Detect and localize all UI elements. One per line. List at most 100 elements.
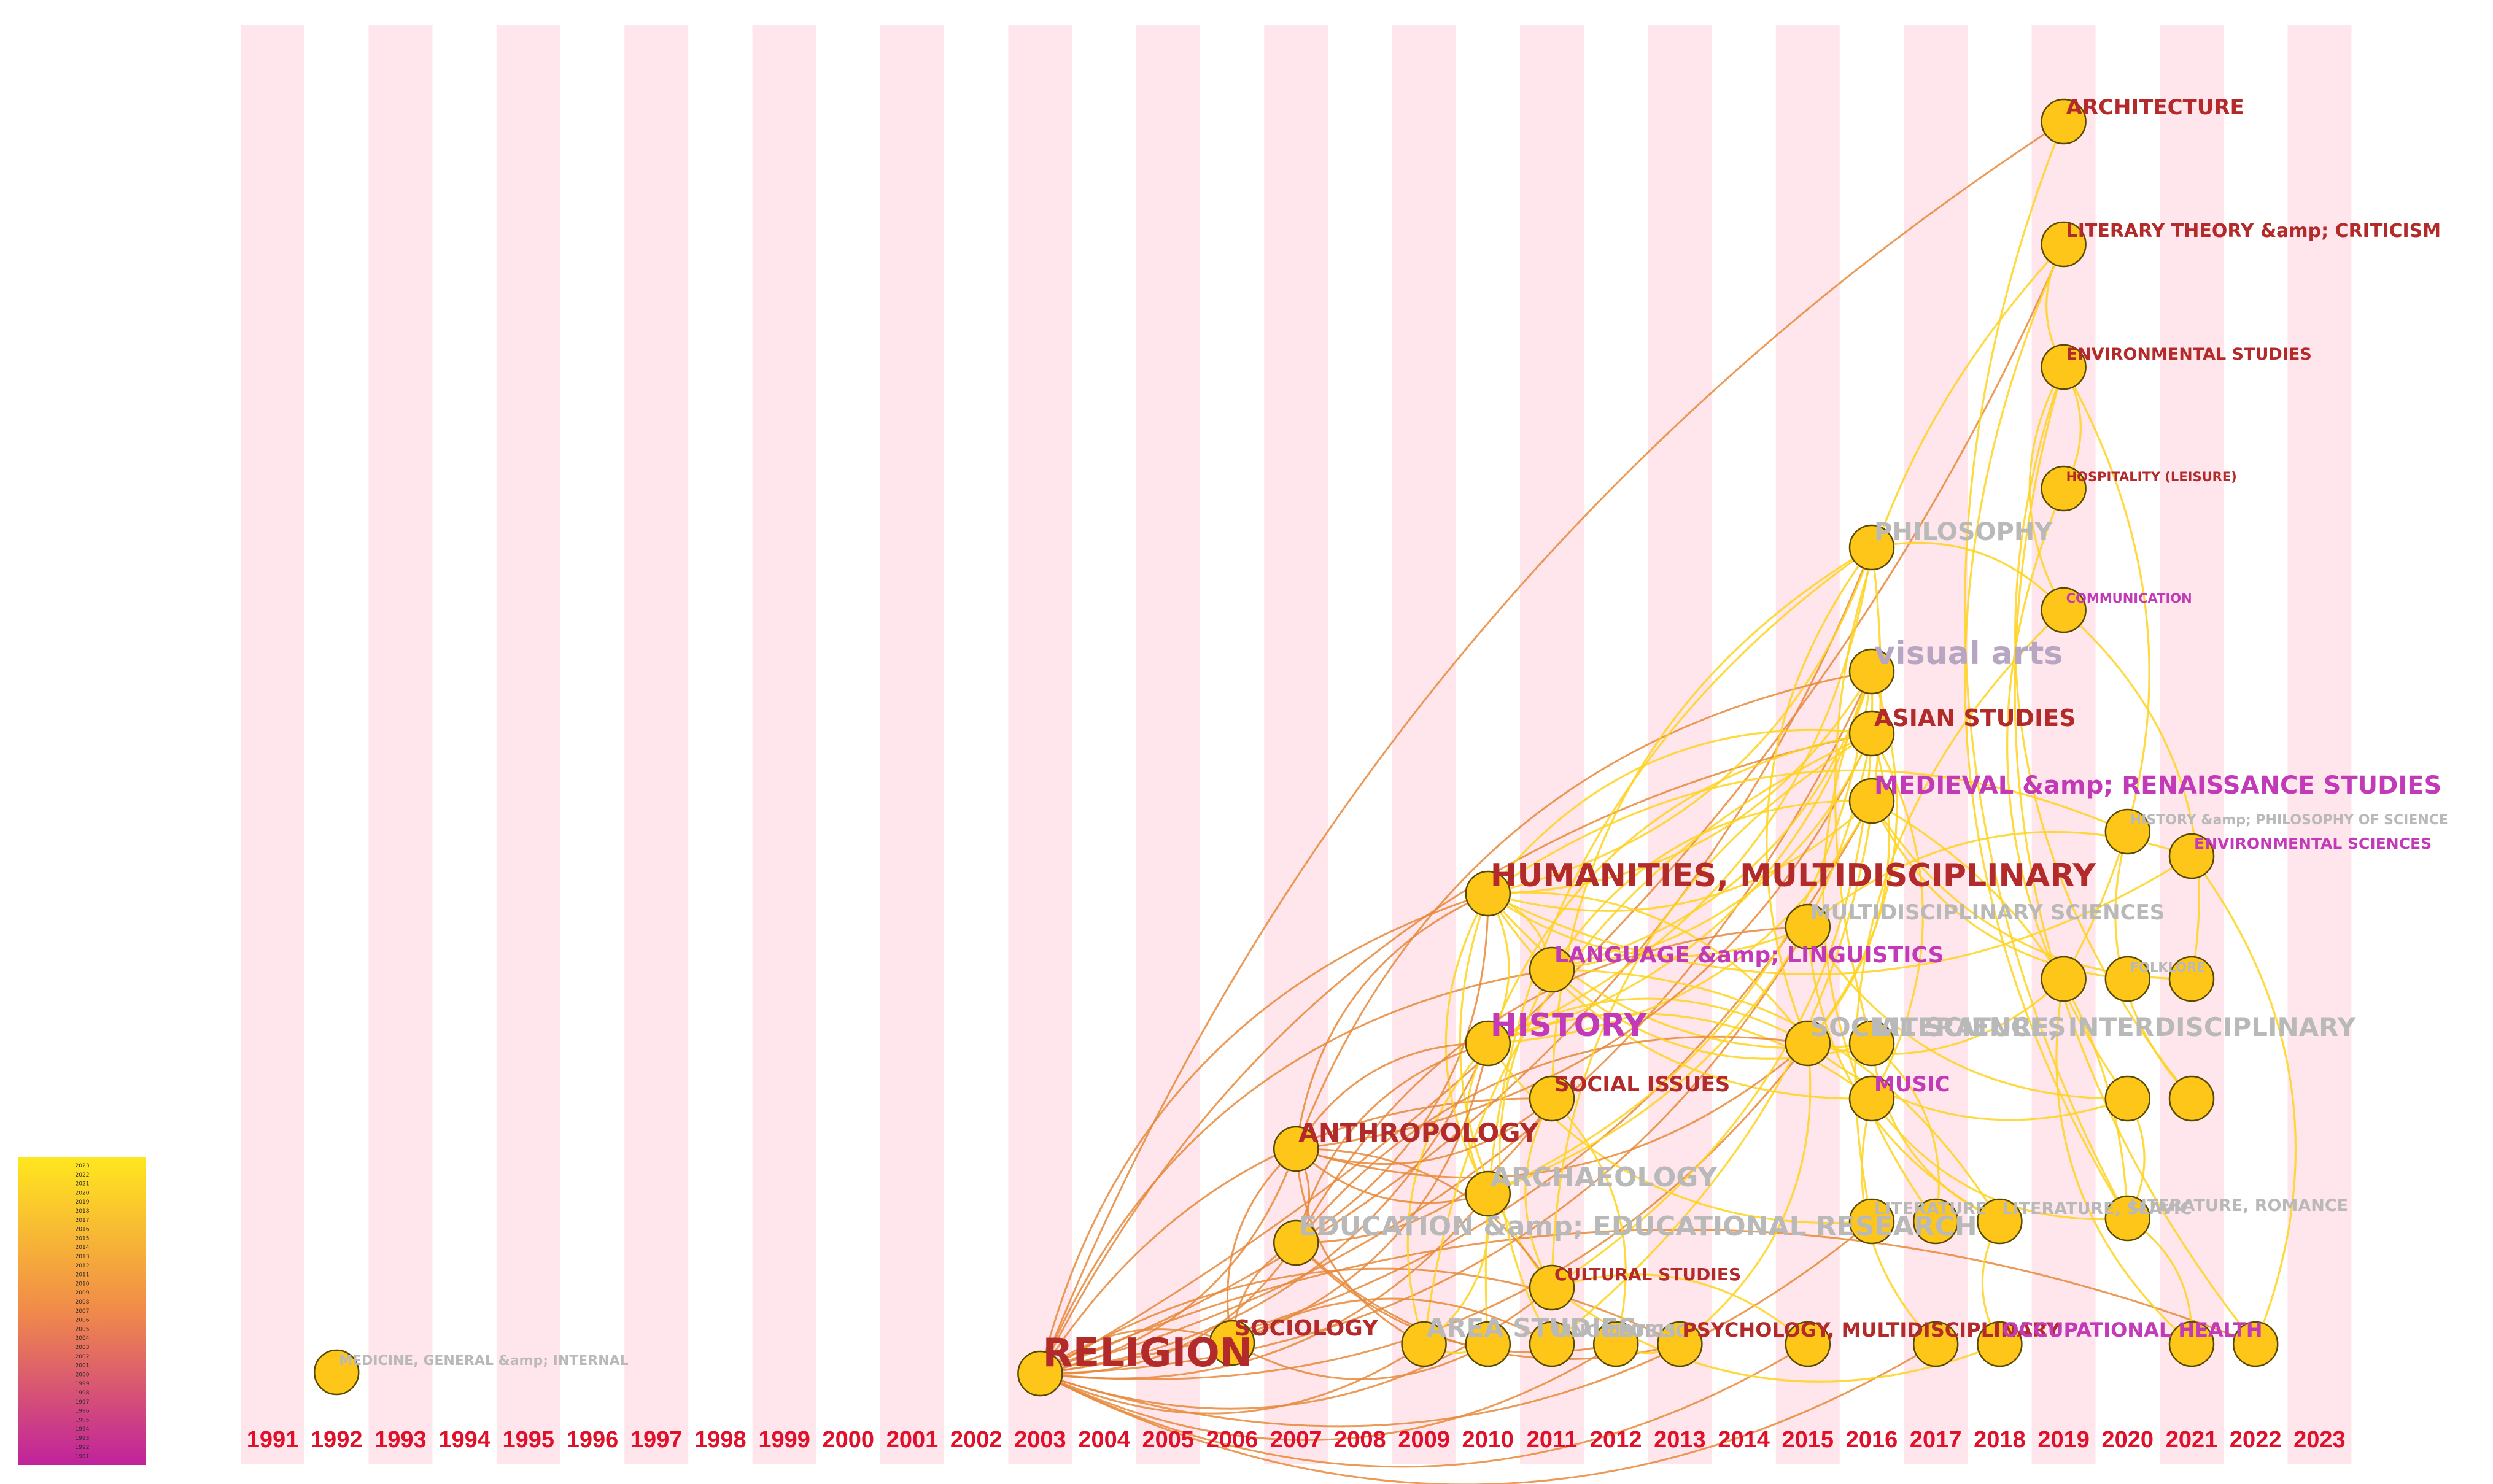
legend-tick-1995: 1995 (76, 1417, 90, 1423)
edge-archaeology-area-studies (1423, 1193, 1491, 1345)
edge-anthropology-social-sciences (1295, 1042, 1809, 1179)
year-label-1997: 1997 (630, 1427, 683, 1453)
node-label-literature-romance: LITERATURE, ROMANCE (2130, 1196, 2348, 1215)
node-religion[interactable] (1017, 1350, 1063, 1397)
node-label-humanities: HUMANITIES, MULTIDISCIPLINARY (1491, 857, 2097, 894)
node-cultural-studies[interactable] (1529, 1264, 1575, 1311)
legend-tick-2018: 2018 (76, 1208, 90, 1215)
node-n-2020-b[interactable] (2104, 1075, 2151, 1122)
node-folklore[interactable] (2104, 956, 2151, 1002)
node-social-issues[interactable] (1529, 1075, 1575, 1122)
node-n-2021-a[interactable] (2168, 956, 2215, 1002)
node-literature-interdisciplinary[interactable] (1848, 1020, 1895, 1067)
legend-tick-1992: 1992 (76, 1445, 90, 1451)
node-music[interactable] (1848, 1075, 1895, 1122)
legend-tick-1997: 1997 (76, 1399, 90, 1405)
node-multidisciplinary-sciences[interactable] (1785, 903, 1831, 950)
node-anthropology[interactable] (1273, 1126, 1319, 1172)
node-public[interactable] (1592, 1321, 1639, 1367)
node-psychology-multidisciplinary[interactable] (1657, 1321, 1703, 1367)
node-n-2010-d[interactable] (1465, 1321, 1511, 1367)
node-environmental-studies[interactable] (2041, 344, 2087, 390)
node-label-education: EDUCATION &amp; EDUCATIONAL RESEARCH (1298, 1211, 1977, 1242)
year-label-2012: 2012 (1590, 1427, 1642, 1453)
legend-tick-1991: 1991 (76, 1454, 90, 1460)
node-n-2022-d[interactable] (2232, 1321, 2279, 1367)
node-history-philosophy-science[interactable] (2104, 808, 2151, 855)
legend-tick-2010: 2010 (76, 1281, 90, 1287)
node-n-2017-c[interactable] (1912, 1198, 1959, 1245)
node-literature-romance[interactable] (2104, 1195, 2151, 1242)
legend-tick-2009: 2009 (76, 1290, 90, 1296)
node-philosophy[interactable] (1848, 524, 1895, 571)
edge-hospitality-n-2020-b (2006, 488, 2129, 1099)
edge-humanities-archaeology (1444, 893, 1489, 1194)
node-label-literature-slavic: LITERATURE, SLAVIC (2002, 1199, 2192, 1218)
node-n-2015-d[interactable] (1785, 1321, 1831, 1367)
year-label-2011: 2011 (1527, 1427, 1577, 1453)
node-label-anthropology: ANTHROPOLOGY (1298, 1118, 1539, 1148)
edge-religion-psychology-multidisciplinary (1039, 1267, 1681, 1375)
legend-tick-2017: 2017 (76, 1218, 90, 1224)
node-history[interactable] (1465, 1020, 1511, 1067)
year-label-2021: 2021 (2166, 1427, 2218, 1453)
edge-religion-philosophy (1039, 547, 1873, 1375)
node-language-linguistics[interactable] (1529, 946, 1575, 993)
edge-communication-philosophy (1871, 541, 2065, 611)
node-literature[interactable] (1848, 1198, 1895, 1245)
edge-history-music (1487, 1013, 1872, 1100)
year-label-2008: 2008 (1334, 1427, 1386, 1453)
edge-humanities-social-sciences (1487, 891, 1809, 1044)
node-medieval[interactable] (1848, 778, 1895, 824)
year-label-1991: 1991 (247, 1427, 299, 1453)
edge-anthropology-visual-arts (1295, 670, 1872, 1150)
year-label-2019: 2019 (2037, 1427, 2090, 1453)
node-n-2021-b[interactable] (2168, 1075, 2215, 1122)
edge-religion-n-2022-d (1039, 1228, 2256, 1375)
edge-social-sciences-psychology-multidisciplinary (1679, 1043, 1812, 1345)
node-humanities[interactable] (1465, 870, 1511, 917)
node-label-medieval: MEDIEVAL &amp; RENAISSANCE STUDIES (1874, 771, 2441, 800)
edge-history-area-studies (1406, 1042, 1489, 1345)
node-occupational-health[interactable] (1977, 1321, 2023, 1367)
node-label-psychology-multidisciplinary: PSYCHOLOGY, MULTIDISCIPLINARY (1682, 1318, 2061, 1342)
edge-humanities-education (1295, 893, 1489, 1244)
node-medicine-general[interactable] (313, 1349, 360, 1396)
node-literature-slavic[interactable] (1977, 1198, 2023, 1245)
node-education[interactable] (1273, 1219, 1319, 1266)
year-label-2007: 2007 (1270, 1427, 1322, 1453)
node-literary-theory[interactable] (2041, 221, 2087, 268)
node-label-sociology: SOCIOLOGY (1235, 1316, 1379, 1341)
legend-tick-1999: 1999 (76, 1381, 90, 1387)
node-environmental-sciences[interactable] (2168, 833, 2215, 879)
edge-environmental-studies-n-2019-a (2063, 366, 2150, 980)
edge-music-literature-romance (1871, 1098, 2128, 1221)
node-asian-studies[interactable] (1848, 710, 1895, 757)
node-architecture[interactable] (2041, 98, 2087, 145)
node-hospitality[interactable] (2041, 465, 2087, 512)
node-communication[interactable] (2041, 587, 2087, 633)
node-social-sciences[interactable] (1785, 1020, 1831, 1067)
legend-tick-2004: 2004 (76, 1335, 90, 1342)
legend-tick-labels: 2023 2022 2021 2020 2019 2018 2017 2016 2015 2014… (76, 1163, 90, 1460)
edge-architecture-literature-romance (1964, 121, 2129, 1219)
node-visual-arts[interactable] (1848, 648, 1895, 695)
edge-religion-n-2015-d (1039, 1343, 1809, 1468)
year-label-2023: 2023 (2293, 1427, 2346, 1453)
legend-tick-2021: 2021 (76, 1181, 90, 1188)
year-stripe-1993 (368, 25, 433, 1464)
legend-tick-2007: 2007 (76, 1308, 90, 1315)
node-linguistics[interactable] (1529, 1321, 1575, 1367)
year-stripe-2023 (2287, 25, 2352, 1464)
legend-tick-2023: 2023 (76, 1163, 90, 1169)
node-n-2019-a[interactable] (2041, 956, 2087, 1002)
node-n-2017-d[interactable] (1912, 1321, 1959, 1367)
year-stripe-1995 (496, 25, 560, 1464)
node-sociology[interactable] (1209, 1320, 1255, 1366)
node-label-social-sciences: SOCIAL SCIENCES (1810, 1012, 2066, 1042)
node-archaeology[interactable] (1465, 1170, 1511, 1217)
node-area-studies[interactable] (1401, 1321, 1447, 1367)
node-n-2021-d[interactable] (2168, 1321, 2215, 1367)
edge-literature-interdisciplinary-literature-slavic (1871, 1043, 2001, 1223)
